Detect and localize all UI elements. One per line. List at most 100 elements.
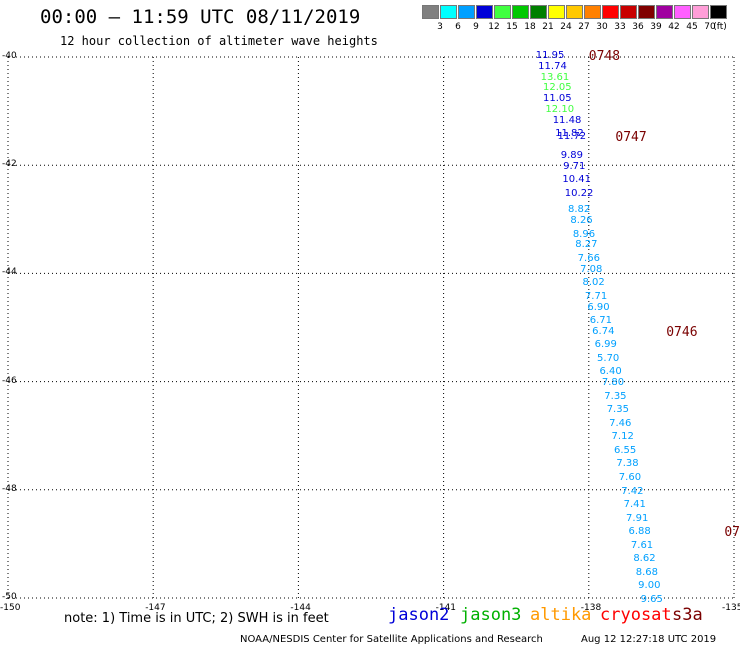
legend-label: 45 bbox=[686, 22, 698, 32]
wave-height-value: 7.08 bbox=[580, 263, 603, 275]
legend-swatch bbox=[584, 5, 601, 19]
lat-tick-label: -42 bbox=[2, 159, 17, 170]
wave-height-value: 12.10 bbox=[545, 104, 575, 116]
legend-swatch bbox=[602, 5, 619, 19]
footer-note: note: 1) Time is in UTC; 2) SWH is in fe… bbox=[64, 611, 329, 626]
legend-swatch bbox=[566, 5, 583, 19]
wave-height-value: 11.95 bbox=[535, 50, 565, 61]
satellite-cryosat: cryosat bbox=[600, 605, 672, 625]
time-label: 0747 bbox=[615, 130, 647, 146]
wave-height-value: 7.66 bbox=[577, 252, 600, 264]
wave-height-value: 8.82 bbox=[567, 204, 591, 216]
wave-height-value: 7.91 bbox=[626, 512, 649, 524]
wave-height-value: 7.60 bbox=[618, 471, 642, 483]
legend-label: 27 bbox=[578, 22, 590, 32]
wave-height-value: 7.41 bbox=[623, 499, 646, 511]
lat-tick-label: -44 bbox=[2, 267, 17, 278]
lon-tick-label: -147 bbox=[145, 603, 166, 613]
lat-tick-label: -46 bbox=[2, 375, 17, 386]
wave-height-value: 9.00 bbox=[638, 580, 661, 592]
wave-height-value: 8.02 bbox=[582, 277, 605, 289]
wave-height-value: 7.61 bbox=[630, 539, 654, 551]
wave-height-value: 11.48 bbox=[552, 114, 582, 126]
wave-height-value: 6.74 bbox=[592, 325, 615, 337]
legend-label: 6 bbox=[455, 22, 461, 32]
legend-swatch bbox=[476, 5, 493, 19]
legend-swatch bbox=[440, 5, 457, 19]
wave-height-value: 10.22 bbox=[564, 187, 594, 199]
legend-label: 18 bbox=[524, 22, 536, 32]
wave-height-value: 7.35 bbox=[606, 404, 629, 416]
legend-swatch bbox=[512, 5, 529, 19]
legend-label: 15 bbox=[506, 22, 518, 32]
legend-label: 30 bbox=[596, 22, 608, 32]
legend-label: 42 bbox=[668, 22, 680, 32]
legend-swatch bbox=[458, 5, 475, 19]
wave-height-value: 6.40 bbox=[599, 366, 622, 378]
wave-height-value: 9.71 bbox=[563, 160, 586, 172]
time-label: 0748 bbox=[588, 49, 621, 64]
time-label: 0746 bbox=[666, 324, 698, 340]
legend-label: 33 bbox=[614, 22, 626, 32]
lon-tick-label: -141 bbox=[435, 603, 457, 613]
legend-unit: (ft) bbox=[713, 22, 727, 32]
credit-text: NOAA/NESDIS Center for Satellite Applica… bbox=[240, 634, 543, 645]
map-subtitle: 12 hour collection of altimeter wave hei… bbox=[60, 34, 378, 48]
legend-label: 70 bbox=[704, 22, 716, 32]
wave-height-value: 6.88 bbox=[628, 526, 651, 538]
wave-height-value: 6.55 bbox=[613, 444, 637, 456]
wave-height-value: 9.65 bbox=[640, 593, 663, 605]
wave-height-value: 11.82 bbox=[555, 128, 584, 140]
wave-height-value: 7.35 bbox=[604, 390, 627, 402]
legend-swatch bbox=[530, 5, 547, 19]
wave-height-value: 10.41 bbox=[562, 174, 592, 186]
wave-height-value: 12.05 bbox=[543, 82, 572, 94]
lat-tick-label: -50 bbox=[2, 592, 17, 602]
legend-swatch bbox=[494, 5, 511, 19]
legend-label: 39 bbox=[650, 22, 662, 32]
legend-swatch bbox=[692, 5, 709, 19]
legend-label: 12 bbox=[488, 22, 500, 32]
legend-swatch bbox=[710, 5, 727, 19]
wave-height-value: 8.68 bbox=[635, 566, 659, 578]
wave-height-value: 7.80 bbox=[601, 377, 625, 389]
wave-height-value: 9.89 bbox=[560, 150, 583, 162]
legend-label: 36 bbox=[632, 22, 644, 32]
wave-height-value: 5.70 bbox=[597, 352, 620, 364]
legend-swatch bbox=[674, 5, 691, 19]
wave-height-value: 7.42 bbox=[621, 485, 644, 497]
wave-height-value: 7.71 bbox=[584, 290, 608, 302]
lon-tick-label: -138 bbox=[580, 603, 602, 613]
wave-height-value: 7.12 bbox=[611, 431, 634, 443]
satellite-jason2: jason2 bbox=[388, 605, 450, 625]
wave-height-value: 8.62 bbox=[633, 553, 656, 565]
wave-height-value: 13.61 bbox=[540, 71, 570, 83]
legend-label: 3 bbox=[437, 22, 443, 32]
legend-swatch bbox=[620, 5, 637, 19]
wave-height-value: 6.90 bbox=[587, 301, 610, 313]
legend-label: 24 bbox=[560, 22, 572, 32]
wave-height-value: 7.46 bbox=[609, 417, 632, 429]
legend-swatch bbox=[656, 5, 673, 19]
wave-height-value: 11.74 bbox=[538, 60, 567, 72]
lon-tick-label: -135 bbox=[722, 603, 740, 613]
legend-label: 9 bbox=[473, 22, 479, 32]
wave-height-value: 6.99 bbox=[594, 339, 617, 351]
wave-height-value: 6.71 bbox=[589, 315, 613, 327]
legend-swatch bbox=[548, 5, 565, 19]
wave-height-value: 8.26 bbox=[570, 215, 593, 226]
legend-swatch bbox=[638, 5, 655, 19]
generated-timestamp: Aug 12 12:27:18 UTC 2019 bbox=[581, 634, 717, 645]
lon-tick-label: -150 bbox=[0, 603, 21, 613]
legend-label: 21 bbox=[542, 22, 554, 32]
wave-height-value: 7.38 bbox=[616, 458, 639, 470]
wave-height-value: 8.27 bbox=[575, 239, 598, 251]
wave-height-value: 11.72 bbox=[557, 131, 587, 143]
legend-swatch bbox=[422, 5, 439, 19]
lon-tick-label: -144 bbox=[290, 603, 311, 613]
satellite-altika: altika bbox=[530, 605, 592, 625]
satellite-jason3: jason3 bbox=[460, 605, 522, 625]
wave-height-value: 11.05 bbox=[543, 93, 572, 105]
time-label: 0745 bbox=[724, 525, 740, 541]
